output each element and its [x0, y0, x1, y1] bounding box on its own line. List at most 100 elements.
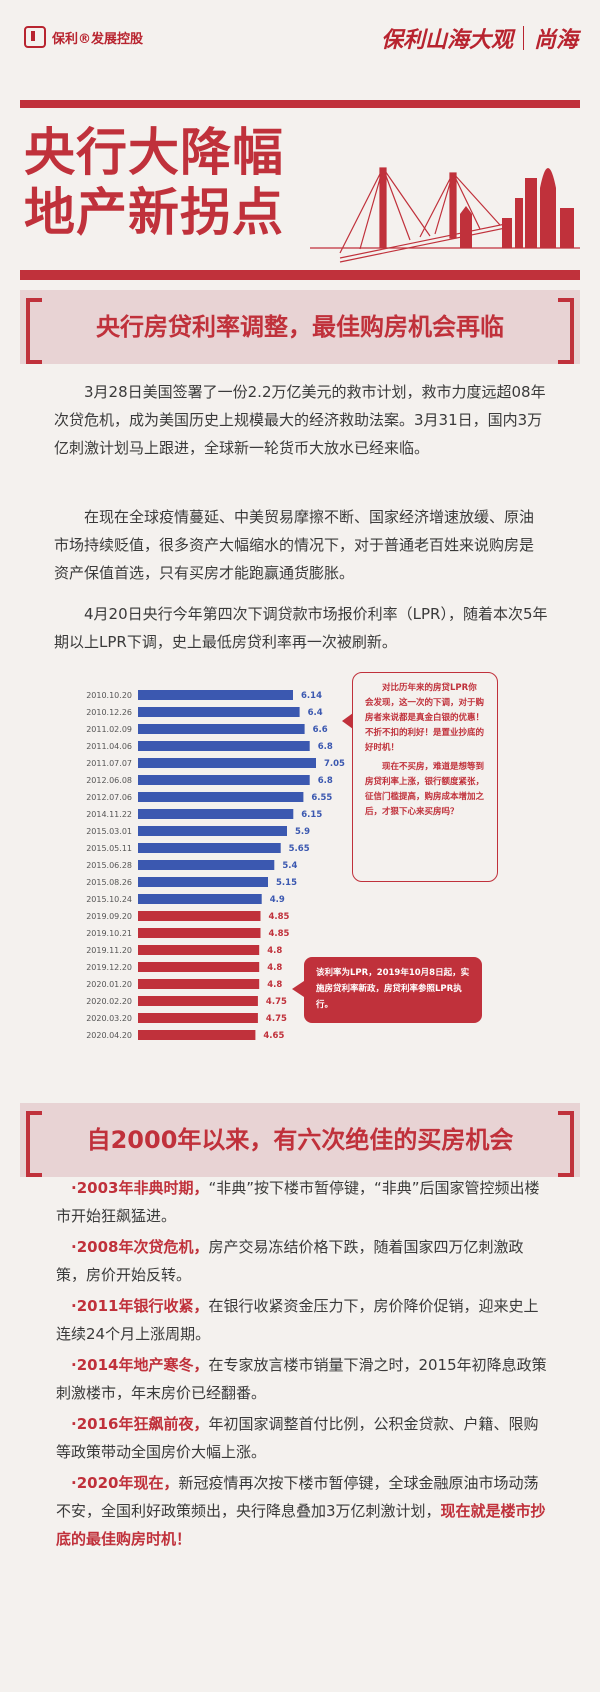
project-logo: 保利山海大观 尚海	[381, 22, 578, 54]
value-label: 4.8	[267, 946, 282, 956]
bar	[138, 996, 258, 1006]
category-label: 2015.06.28	[86, 861, 132, 870]
paragraph-1: 3月28日美国签署了一份2.2万亿美元的救市计划，救市力度远超08年次贷危机，成…	[54, 383, 546, 457]
list-item-text: 在银行收紧资金压力下，房价降价促销，迎来史上连续24个月上涨周期。	[56, 1297, 539, 1343]
bar	[138, 945, 260, 955]
value-label: 4.8	[267, 963, 282, 973]
section1-header-bg	[20, 290, 580, 364]
bar	[138, 826, 287, 836]
section1-heading: 央行房贷利率调整，最佳购房机会再临	[96, 313, 504, 341]
value-label: 6.6	[313, 725, 328, 735]
bar	[138, 928, 261, 938]
category-label: 2011.02.09	[86, 725, 132, 734]
category-label: 2015.08.26	[86, 878, 132, 887]
value-label: 4.65	[263, 1031, 284, 1041]
bar	[138, 707, 300, 717]
brand-mark-icon	[24, 26, 46, 48]
category-label: 2020.03.20	[86, 1014, 132, 1023]
bar	[138, 758, 316, 768]
category-label: 2011.04.06	[86, 742, 132, 751]
category-label: 2019.11.20	[86, 946, 132, 955]
list-item-highlight: ·2003年非典时期，	[71, 1179, 209, 1197]
bar	[138, 1030, 256, 1040]
bar	[138, 690, 293, 700]
value-label: 6.14	[301, 691, 322, 701]
project-name: 保利山海大观	[380, 27, 513, 53]
value-label: 4.8	[267, 980, 282, 990]
value-label: 4.75	[266, 997, 287, 1007]
logo-divider	[522, 26, 524, 50]
list-item-highlight: ·2011年银行收紧，	[71, 1297, 209, 1315]
brand-name: 保利®发展控股	[52, 31, 144, 47]
lpr-rate-bar-chart: 2010.10.20 6.14 2010.12.26 6.4 2011.02.09 6.6…	[86, 690, 345, 1041]
hero-banner: 央行大降幅 地产新拐点	[20, 100, 580, 285]
hero-title-line1: 央行大降幅	[24, 124, 285, 183]
category-label: 2010.12.26	[86, 708, 132, 717]
bar	[138, 877, 268, 887]
bar	[138, 843, 281, 853]
section2-header: 自2000年以来，有六次绝佳的买房机会	[20, 1103, 580, 1177]
left-bracket	[26, 298, 42, 364]
category-label: 2012.07.06	[86, 793, 132, 802]
bar	[138, 1013, 258, 1023]
category-label: 2012.06.08	[86, 776, 132, 785]
category-label: 2020.02.20	[86, 997, 132, 1006]
list-item: ·2008年次贷危机，房产交易冻结价格下跌，随着国家四万亿刺激政策，房价开始反转…	[56, 1233, 550, 1289]
closing-highlight: 现在就是楼市抄底的最佳购房时机！	[56, 1502, 546, 1548]
bar	[138, 792, 304, 802]
bar	[138, 724, 305, 734]
list-item-highlight: ·2014年地产寒冬，	[71, 1356, 209, 1374]
comparison-note: 对比历年来的房贷LPR你会发现，这一次的下调，对于购房者来说都是真金白银的优惠！…	[342, 672, 498, 882]
list-item-highlight: ·2016年狂飙前夜，	[71, 1415, 209, 1433]
brand-logo: 保利®发展控股	[24, 26, 143, 48]
list-item: ·2014年地产寒冬，在专家放言楼市销量下滑之时，2015年初降息政策刺激楼市，…	[56, 1351, 550, 1407]
bar	[138, 860, 275, 870]
bar	[138, 809, 294, 819]
list-item: ·2016年狂飙前夜，年初国家调整首付比例，公积金贷款、户籍、限购等政策带动全国…	[56, 1410, 550, 1466]
category-label: 2019.09.20	[86, 912, 132, 921]
opportunity-list: ·2003年非典时期，“非典”按下楼市暂停键，“非典”后国家管控频出楼市开始狂飙…	[56, 1174, 550, 1556]
left-bracket	[26, 1111, 42, 1177]
value-label: 5.9	[295, 827, 310, 837]
bar	[138, 741, 310, 751]
bar	[138, 894, 262, 904]
category-label: 2014.11.22	[86, 810, 132, 819]
project-sub: 尚海	[533, 27, 578, 53]
note-pointer	[342, 713, 353, 729]
category-label: 2020.04.20	[86, 1031, 132, 1040]
category-label: 2015.10.24	[86, 895, 132, 904]
city-skyline-icon	[310, 167, 580, 263]
list-item-text: 年初国家调整首付比例，公积金贷款、户籍、限购等政策带动全国房价大幅上涨。	[56, 1415, 539, 1461]
right-bracket	[558, 298, 574, 364]
category-label: 2015.05.11	[86, 844, 132, 853]
top-bar: 保利®发展控股 保利山海大观 尚海	[0, 0, 600, 70]
hero-top-rule	[20, 100, 580, 108]
section2-header-bg	[20, 1103, 580, 1177]
list-item: ·2003年非典时期，“非典”按下楼市暂停键，“非典”后国家管控频出楼市开始狂飙…	[56, 1174, 550, 1230]
value-label: 4.85	[268, 929, 289, 939]
value-label: 6.8	[318, 742, 333, 752]
hero-title: 央行大降幅 地产新拐点	[24, 124, 284, 244]
category-label: 2019.10.21	[86, 929, 132, 938]
note1-paragraph1: 对比历年来的房贷LPR你会发现，这一次的下调，对于购房者来说都是真金白银的优惠！…	[365, 683, 485, 753]
list-item-text: “非典”按下楼市暂停键，“非典”后国家管控频出楼市开始狂飙猛进。	[56, 1179, 540, 1225]
note1-paragraph2: 现在不买房，难道是想等到房贷利率上涨，银行额度紧张，征信门槛提高，购房成本增加之…	[365, 762, 485, 817]
list-item-text: 在专家放言楼市销量下滑之时，2015年初降息政策刺激楼市，年末房价已经翻番。	[56, 1356, 547, 1402]
list-item-text: 房产交易冻结价格下跌，随着国家四万亿刺激政策，房价开始反转。	[56, 1238, 524, 1284]
bar	[138, 979, 260, 989]
value-label: 4.9	[270, 895, 285, 905]
value-label: 5.4	[282, 861, 297, 871]
lpr-policy-note: 该利率为LPR，2019年10月8日起，实施房贷利率新政，房贷利率参照LPR执行…	[292, 957, 482, 1023]
hero-title-line2: 地产新拐点	[24, 184, 285, 243]
value-label: 6.8	[318, 776, 333, 786]
value-label: 4.75	[266, 1014, 287, 1024]
paragraph-3: 4月20日央行今年第四次下调贷款市场报价利率（LPR），随着本次5年期以上LPR…	[54, 605, 548, 651]
section2-heading: 自2000年以来，有六次绝佳的买房机会	[86, 1126, 514, 1154]
paragraph-2: 在现在全球疫情蔓延、中美贸易摩擦不断、国家经济增速放缓、原油市场持续贬值，很多资…	[54, 508, 535, 582]
bar	[138, 775, 310, 785]
value-label: 5.15	[276, 878, 297, 888]
value-label: 7.05	[324, 759, 345, 769]
value-label: 4.85	[268, 912, 289, 922]
bar	[138, 962, 260, 972]
value-label: 6.4	[308, 708, 323, 718]
